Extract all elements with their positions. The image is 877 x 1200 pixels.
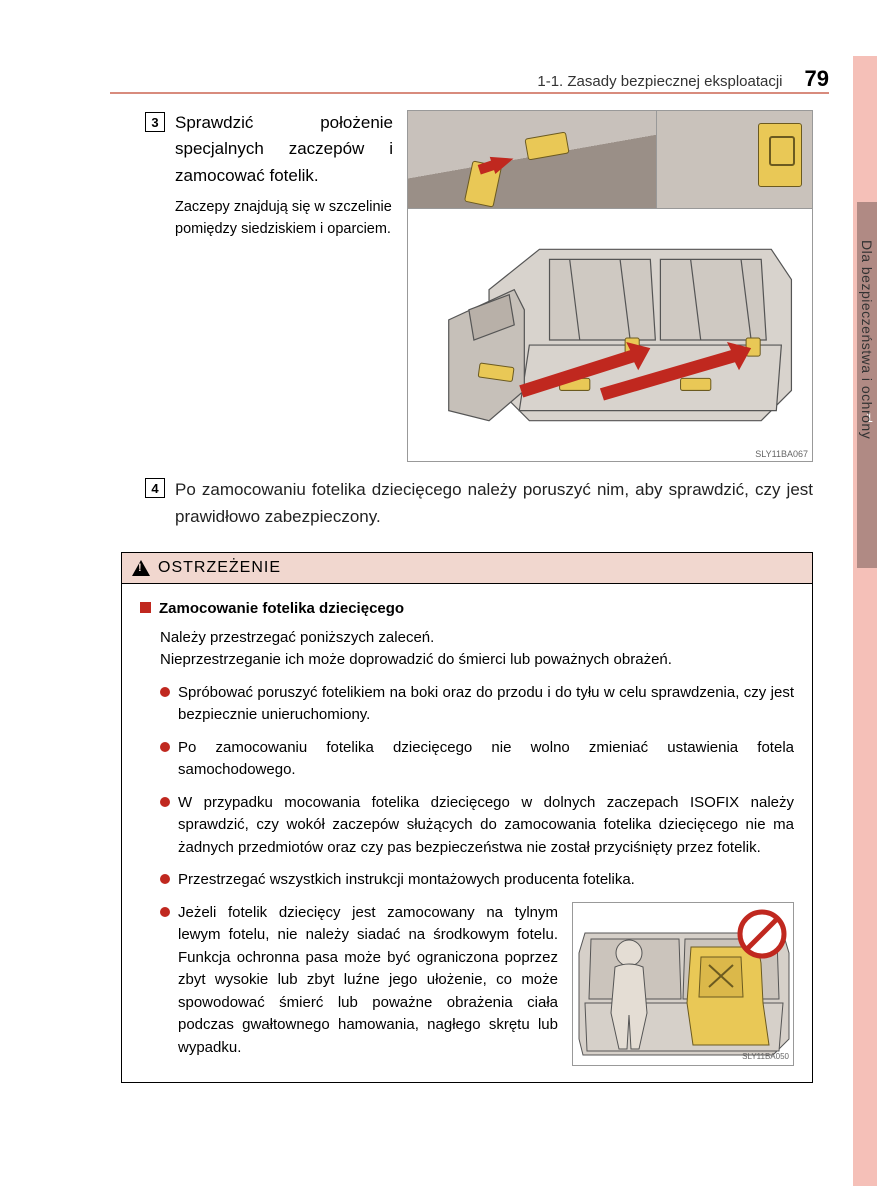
warning-bullet-text: Przestrzegać wszystkich instrukcji monta… — [178, 869, 635, 892]
warning-bullet-text: Po zamocowaniu fotelika dziecięcego nie … — [178, 737, 794, 782]
red-dot-icon — [160, 907, 170, 917]
warning-intro: Należy przestrzegać poniższych zaleceń. … — [160, 627, 794, 672]
isofix-anchor-icon — [524, 132, 569, 161]
step-3-text-block: 3 Sprawdzić położenie specjalnych zaczep… — [145, 110, 393, 249]
red-dot-icon — [160, 874, 170, 884]
isofix-label-icon — [758, 123, 802, 187]
red-square-icon — [140, 602, 151, 613]
warning-triangle-icon — [132, 560, 150, 576]
step-4-number: 4 — [145, 478, 165, 498]
warning-header: OSTRZEŻENIE — [122, 553, 812, 584]
figure-label-detail — [657, 111, 812, 208]
page-content: 3 Sprawdzić położenie specjalnych zaczep… — [145, 110, 813, 1083]
side-label: Dla bezpieczeństwa i ochrony — [859, 240, 875, 439]
figure-code: SLY11BA067 — [755, 449, 808, 459]
warning-header-label: OSTRZEŻENIE — [158, 559, 281, 577]
step-3-row: 3 Sprawdzić położenie specjalnych zaczep… — [145, 110, 393, 241]
red-dot-icon — [160, 797, 170, 807]
step-4-text: Po zamocowaniu fotelika dziecięcego nale… — [175, 476, 813, 530]
warning-bullet: Spróbować poruszyć fotelikiem na boki or… — [160, 682, 794, 727]
warning-figure-code: SLY11BA050 — [742, 1051, 789, 1063]
step-3-subtitle: Zaczepy znajdują się w szczelinie pomięd… — [175, 197, 393, 241]
step-4: 4 Po zamocowaniu fotelika dziecięcego na… — [145, 476, 813, 530]
warning-bullet-text: W przypadku mocowania fotelika dziecięce… — [178, 792, 794, 860]
warning-heading-text: Zamocowanie fotelika dziecięcego — [159, 598, 404, 621]
header-rule — [110, 92, 829, 94]
red-dot-icon — [160, 742, 170, 752]
section-title: 1-1. Zasady bezpiecznej eksploatacji — [537, 73, 782, 90]
arrow-icon — [490, 150, 516, 174]
page-number: 79 — [805, 66, 829, 92]
warning-intro-line1: Należy przestrzegać poniższych zaleceń. — [160, 627, 794, 650]
seat-illustration-icon — [408, 209, 812, 461]
figure-top-row — [408, 111, 812, 209]
warning-intro-line2: Nieprzestrzeganie ich może doprowadzić d… — [160, 649, 794, 672]
warning-heading: Zamocowanie fotelika dziecięcego — [140, 598, 794, 621]
warning-last-bullet: Jeżeli fotelik dziecięcy jest zamocowany… — [160, 902, 794, 1066]
warning-bullet: W przypadku mocowania fotelika dziecięce… — [160, 792, 794, 860]
warning-last-text: Jeżeli fotelik dziecięcy jest zamocowany… — [178, 902, 558, 1060]
step-3-number: 3 — [145, 112, 165, 132]
step-3-title: Sprawdzić położenie specjalnych zaczepów… — [175, 110, 393, 189]
figure-anchor-detail — [408, 111, 657, 208]
warning-bullet: Przestrzegać wszystkich instrukcji monta… — [160, 869, 794, 892]
warning-bullet-text: Spróbować poruszyć fotelikiem na boki or… — [178, 682, 794, 727]
manual-page: 1 Dla bezpieczeństwa i ochrony 1-1. Zasa… — [0, 0, 877, 1200]
installation-figure: SLY11BA067 — [407, 110, 813, 462]
warning-bullet-list: Spróbować poruszyć fotelikiem na boki or… — [160, 682, 794, 1066]
red-dot-icon — [160, 687, 170, 697]
prohibition-icon — [737, 909, 787, 959]
figure-seat-view: SLY11BA067 — [408, 209, 812, 461]
warning-box: OSTRZEŻENIE Zamocowanie fotelika dziecię… — [121, 552, 813, 1083]
step-3: 3 Sprawdzić położenie specjalnych zaczep… — [145, 110, 813, 462]
warning-body: Zamocowanie fotelika dziecięcego Należy … — [122, 584, 812, 1082]
page-header: 1-1. Zasady bezpiecznej eksploatacji 79 — [110, 66, 829, 92]
warning-bullet: Po zamocowaniu fotelika dziecięcego nie … — [160, 737, 794, 782]
warning-figure: SLY11BA050 — [572, 902, 794, 1066]
